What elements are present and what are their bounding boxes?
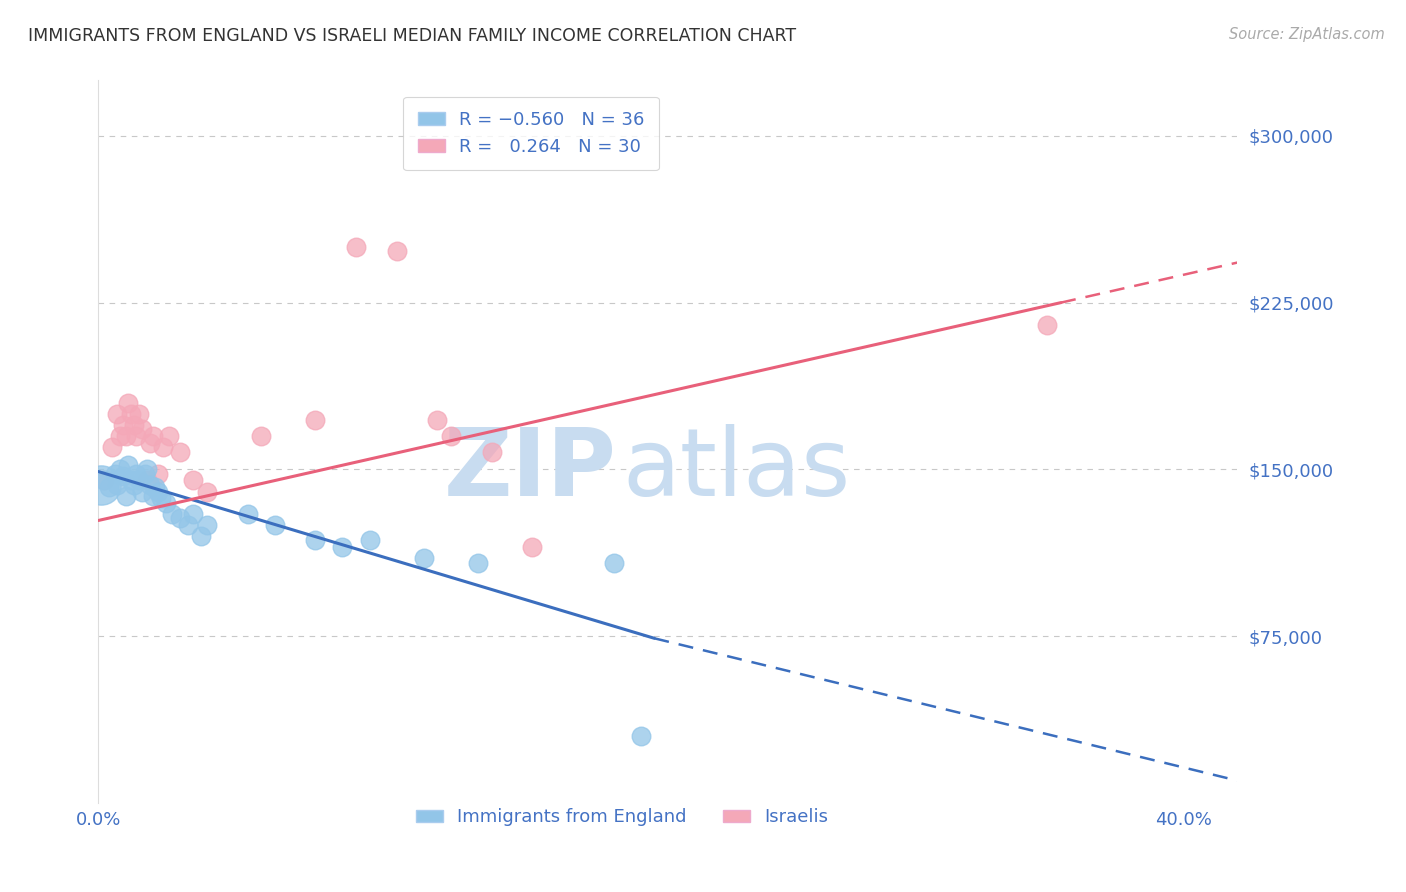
Legend: Immigrants from England, Israelis: Immigrants from England, Israelis — [409, 801, 835, 833]
Point — [125, 429, 148, 443]
Point — [134, 467, 156, 481]
Point — [1036, 318, 1059, 332]
Point — [304, 533, 326, 548]
Point — [120, 407, 142, 421]
Point — [250, 429, 273, 443]
Point — [125, 467, 148, 481]
Point — [481, 444, 503, 458]
Point — [183, 474, 205, 488]
Point — [120, 474, 142, 488]
Point — [155, 496, 177, 510]
Point — [107, 407, 129, 421]
Point — [90, 478, 112, 492]
Point — [108, 429, 131, 443]
Point — [122, 417, 145, 432]
Point — [169, 444, 191, 458]
Point — [440, 429, 463, 443]
Point — [111, 417, 134, 432]
Point — [117, 395, 139, 409]
Point — [142, 489, 165, 503]
Point — [630, 729, 652, 743]
Point — [177, 517, 200, 532]
Point — [146, 467, 169, 481]
Point — [522, 540, 544, 554]
Point — [426, 413, 449, 427]
Point — [152, 440, 174, 454]
Point — [98, 480, 121, 494]
Point — [136, 462, 159, 476]
Point — [136, 474, 159, 488]
Point — [114, 429, 136, 443]
Point — [93, 474, 115, 488]
Point — [263, 517, 285, 532]
Point — [131, 484, 153, 499]
Point — [114, 489, 136, 503]
Point — [160, 507, 183, 521]
Text: ZIP: ZIP — [444, 425, 617, 516]
Point — [304, 413, 326, 427]
Point — [122, 478, 145, 492]
Point — [93, 474, 115, 488]
Point — [139, 435, 162, 450]
Point — [139, 478, 162, 492]
Point — [142, 429, 165, 443]
Point — [195, 484, 218, 499]
Point — [146, 484, 169, 499]
Point — [183, 507, 205, 521]
Text: Source: ZipAtlas.com: Source: ZipAtlas.com — [1229, 27, 1385, 42]
Point — [128, 407, 150, 421]
Point — [412, 551, 434, 566]
Point — [169, 511, 191, 525]
Point — [117, 458, 139, 472]
Point — [344, 240, 367, 254]
Point — [111, 469, 134, 483]
Point — [602, 556, 624, 570]
Point — [385, 244, 408, 259]
Point — [190, 529, 212, 543]
Text: IMMIGRANTS FROM ENGLAND VS ISRAELI MEDIAN FAMILY INCOME CORRELATION CHART: IMMIGRANTS FROM ENGLAND VS ISRAELI MEDIA… — [28, 27, 796, 45]
Point — [359, 533, 381, 548]
Point — [236, 507, 259, 521]
Point — [107, 478, 129, 492]
Point — [467, 556, 489, 570]
Point — [131, 422, 153, 436]
Text: atlas: atlas — [623, 425, 851, 516]
Point — [104, 467, 127, 481]
Point — [195, 517, 218, 532]
Point — [108, 462, 131, 476]
Point — [332, 540, 354, 554]
Point — [157, 429, 180, 443]
Point — [145, 480, 167, 494]
Point — [101, 440, 124, 454]
Point — [128, 474, 150, 488]
Point — [149, 491, 172, 506]
